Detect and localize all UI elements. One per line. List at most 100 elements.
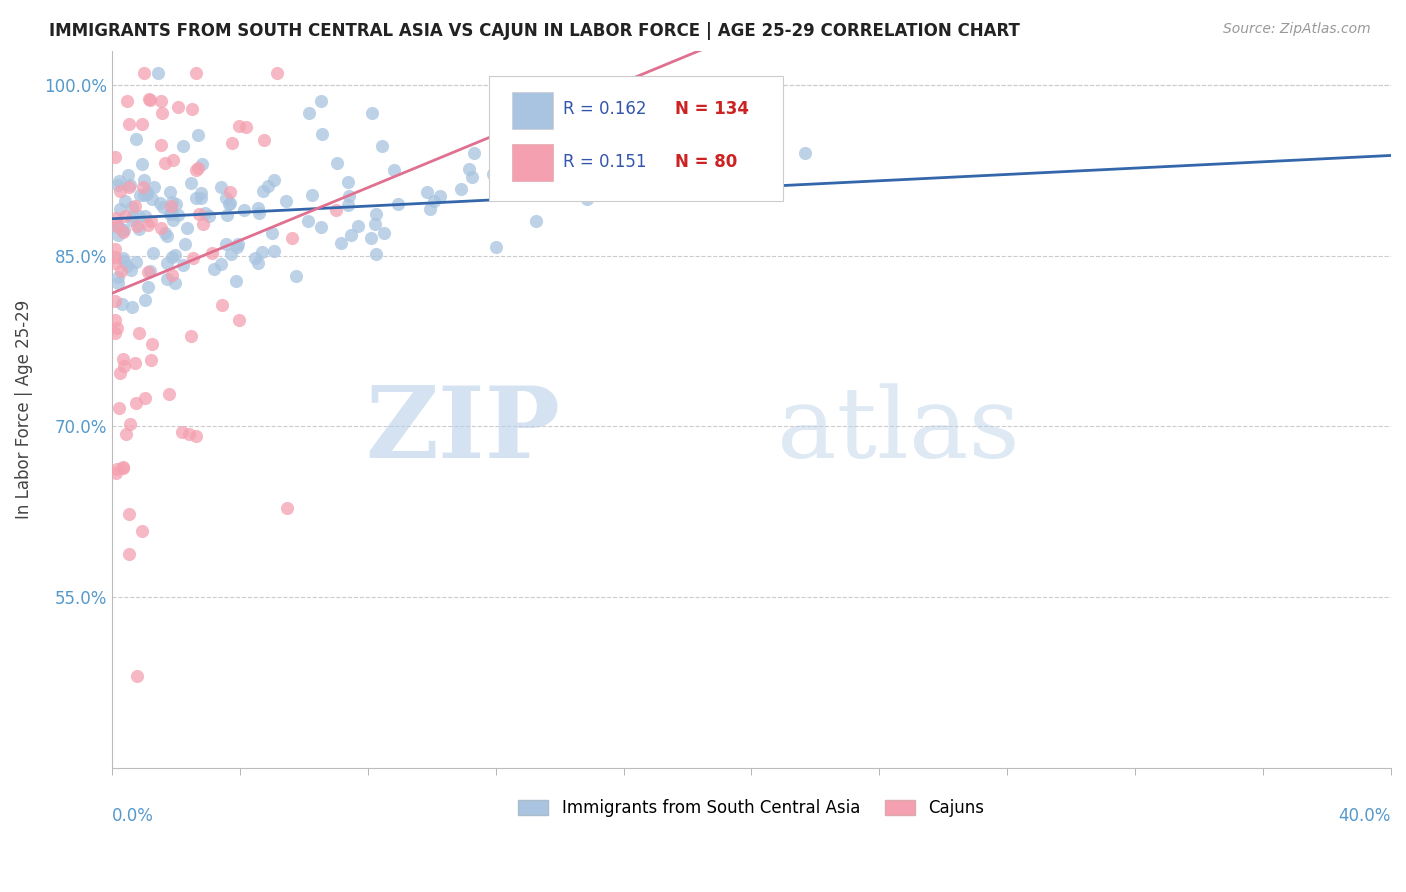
Point (149, 138, 172, 153)
Point (104, 150, 127, 164)
Point (104, 250, 127, 264)
Point (218, 197, 240, 211)
Point (107, 220, 129, 235)
Point (793, 146, 815, 161)
Point (135, 186, 157, 201)
Point (104, 326, 127, 340)
Point (139, 93, 162, 107)
Point (165, 196, 187, 211)
Point (136, 280, 159, 294)
Point (550, 107, 572, 121)
Point (263, 172, 285, 186)
Point (228, 313, 250, 327)
Point (104, 294, 127, 309)
Point (112, 351, 135, 366)
Point (214, 191, 236, 205)
Text: IMMIGRANTS FROM SOUTH CENTRAL ASIA VS CAJUN IN LABOR FORCE | AGE 25-29 CORRELATI: IMMIGRANTS FROM SOUTH CENTRAL ASIA VS CA… (49, 22, 1021, 40)
Point (416, 185, 439, 199)
Point (184, 66, 207, 80)
Point (172, 425, 194, 439)
Text: 0.0%: 0.0% (112, 807, 153, 825)
Point (139, 352, 162, 367)
Point (146, 66, 169, 80)
Point (128, 209, 150, 223)
Point (107, 219, 129, 233)
Point (209, 180, 232, 194)
Point (166, 208, 188, 222)
Point (247, 206, 270, 220)
Point (125, 254, 148, 268)
Point (387, 197, 409, 211)
Point (104, 242, 127, 256)
Point (118, 417, 141, 431)
Point (107, 269, 129, 284)
Point (232, 203, 254, 218)
Point (162, 195, 184, 210)
Point (163, 248, 186, 262)
Point (246, 256, 269, 270)
Point (371, 139, 394, 153)
Point (191, 157, 214, 171)
Point (209, 257, 232, 271)
Point (115, 259, 138, 273)
Point (640, 141, 662, 155)
Point (225, 275, 247, 289)
Point (131, 157, 153, 171)
Point (179, 427, 201, 442)
Point (180, 176, 202, 190)
Point (150, 94, 173, 108)
Point (108, 401, 131, 415)
FancyBboxPatch shape (512, 144, 553, 181)
Point (172, 258, 194, 272)
Point (582, 162, 605, 177)
Point (132, 173, 155, 187)
Point (186, 191, 208, 205)
Point (366, 246, 388, 260)
Point (127, 669, 149, 683)
Point (202, 261, 225, 276)
Point (526, 214, 548, 228)
Point (156, 272, 179, 286)
Point (337, 189, 360, 203)
Point (111, 223, 134, 237)
Point (138, 92, 160, 106)
Point (190, 186, 212, 201)
Point (156, 256, 179, 270)
Point (114, 209, 136, 223)
Point (134, 209, 156, 223)
Point (107, 276, 129, 290)
Point (245, 251, 267, 265)
Point (194, 205, 217, 219)
Point (235, 120, 257, 134)
Point (186, 429, 208, 443)
Point (110, 297, 132, 311)
Point (139, 264, 162, 278)
Point (180, 328, 202, 343)
Point (325, 203, 347, 218)
Point (127, 219, 149, 234)
Point (105, 219, 128, 234)
Point (139, 214, 162, 228)
Point (219, 185, 242, 199)
Point (159, 207, 181, 221)
Point (125, 396, 148, 410)
Point (132, 180, 155, 194)
Point (576, 192, 599, 206)
Point (115, 94, 138, 108)
Point (263, 244, 285, 259)
Point (104, 256, 127, 270)
Point (485, 240, 508, 254)
Point (221, 136, 243, 151)
Point (117, 547, 139, 561)
Point (309, 220, 332, 235)
Legend: Immigrants from South Central Asia, Cajuns: Immigrants from South Central Asia, Caju… (512, 793, 991, 824)
Point (219, 196, 242, 211)
Point (311, 128, 333, 142)
Point (339, 228, 361, 243)
Point (429, 188, 451, 202)
Point (118, 507, 141, 521)
Point (190, 191, 212, 205)
Point (461, 170, 484, 185)
Point (226, 240, 249, 254)
Point (153, 227, 176, 241)
